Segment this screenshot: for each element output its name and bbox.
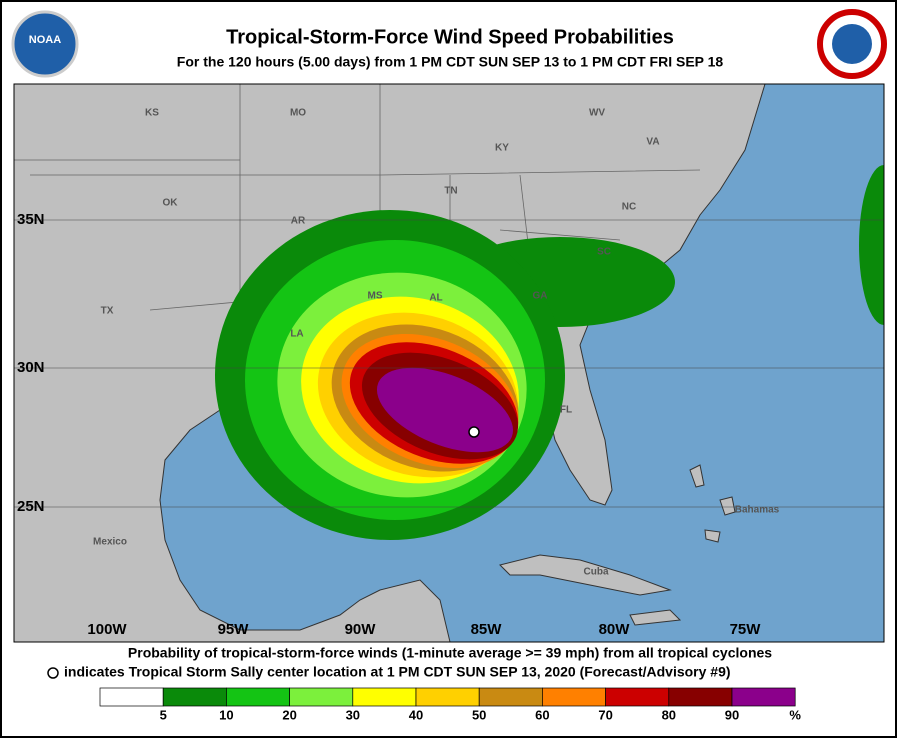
place-label: TX (101, 306, 114, 317)
title: Tropical-Storm-Force Wind Speed Probabil… (226, 26, 674, 48)
legend-unit: % (789, 707, 801, 722)
lon-label: 90W (345, 621, 377, 638)
legend-label: 5 (160, 707, 167, 722)
legend-swatch (605, 687, 670, 707)
place-label: NC (622, 202, 636, 213)
legend-swatch (289, 687, 354, 707)
subtitle: For the 120 hours (5.00 days) from 1 PM … (177, 54, 724, 70)
place-label: GA (533, 291, 548, 302)
place-label: OK (163, 198, 179, 209)
nws-logo-inner (832, 24, 872, 64)
atlantic-contour (859, 165, 884, 325)
place-label: Bahamas (735, 505, 780, 516)
graticule (14, 219, 884, 508)
place-label: KS (145, 108, 159, 119)
map-border (13, 83, 885, 643)
place-label: FL (560, 405, 572, 416)
legend-label: 50 (472, 707, 486, 722)
lon-label: 100W (87, 621, 127, 638)
place-label: AL (429, 293, 442, 304)
lon-label: 95W (218, 621, 250, 638)
place-label: Mexico (93, 537, 127, 548)
place-label: MS (368, 291, 383, 302)
legend-swatch (99, 687, 164, 707)
place-label: SC (597, 247, 611, 258)
lon-label: 85W (471, 621, 503, 638)
place-label: WV (589, 108, 605, 119)
lat-label: 35N (17, 211, 45, 228)
legend-label: 80 (662, 707, 676, 722)
lat-label: 25N (17, 498, 45, 515)
place-label: LA (290, 329, 303, 340)
lon-label: 75W (730, 621, 762, 638)
legend-swatch (415, 687, 480, 707)
place-label: MO (290, 108, 306, 119)
islands (629, 464, 736, 626)
place-label: VA (646, 137, 659, 148)
lat-label: 30N (17, 359, 45, 376)
legend-label: 40 (409, 707, 423, 722)
place-label: AR (291, 216, 306, 227)
cuba (499, 554, 672, 596)
caption-symbol (47, 667, 59, 679)
noaa-logo-text: NOAA (29, 34, 61, 46)
place-label: Cuba (584, 567, 609, 578)
legend-swatch (478, 687, 543, 707)
place-label: TN (444, 186, 457, 197)
legend-swatch (226, 687, 290, 707)
lon-label: 80W (599, 621, 631, 638)
legend-label: 10 (219, 707, 233, 722)
caption-line1: Probability of tropical-storm-force wind… (128, 645, 772, 661)
legend-swatch (542, 687, 606, 707)
legend-label: 30 (346, 707, 360, 722)
noaa-logo (11, 10, 79, 78)
legend-swatch (352, 687, 417, 707)
map (14, 84, 884, 642)
storm-center (468, 426, 480, 438)
caption-line2: indicates Tropical Storm Sally center lo… (64, 664, 731, 680)
probability-contours (215, 210, 675, 540)
legend-swatch (668, 687, 733, 707)
legend-label: 60 (535, 707, 549, 722)
legend-label: 20 (282, 707, 296, 722)
place-label: KY (495, 143, 509, 154)
legend-swatch (162, 687, 227, 707)
legend-swatch (731, 687, 796, 707)
legend-label: 70 (598, 707, 612, 722)
legend-label: 90 (725, 707, 739, 722)
